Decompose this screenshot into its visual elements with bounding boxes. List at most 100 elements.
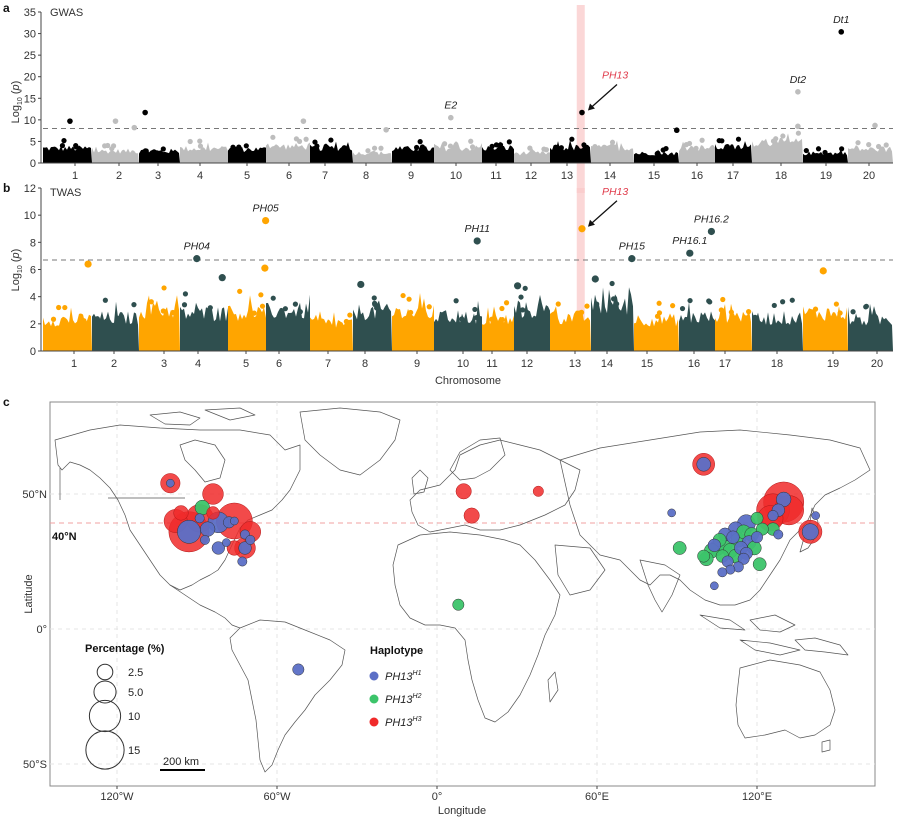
chromosome-block-10 — [434, 300, 482, 351]
snp-point — [56, 304, 62, 311]
snp-point — [148, 299, 154, 305]
tasmania — [821, 739, 831, 753]
map-y-axis-title: Latitude — [23, 574, 35, 613]
snp-point — [771, 302, 777, 309]
haplotype-swatch-h3 — [369, 717, 379, 727]
chromosome-block-5 — [228, 295, 266, 351]
haplotype-bubble-h1 — [237, 556, 248, 567]
snp-point — [114, 315, 120, 321]
snp-point — [670, 303, 676, 309]
haplotype-bubble-h3 — [455, 483, 472, 500]
haplotype-bubble-h1 — [751, 531, 763, 544]
haplotype-bubble-h1 — [726, 530, 740, 544]
chromosome-block-13 — [550, 306, 591, 351]
x-tick-label: 20 — [871, 358, 883, 370]
hudson-bay — [179, 439, 226, 483]
x-tick-label: 16 — [688, 358, 700, 370]
snp-point — [258, 292, 264, 298]
haplotype-bubbles — [160, 453, 823, 676]
haplotype-swatch-h2 — [369, 694, 379, 704]
ph13-highlight-band — [576, 188, 585, 351]
y-tick-label: 10 — [24, 115, 36, 127]
snp-point — [413, 144, 420, 151]
x-tick-label: 6 — [276, 358, 282, 370]
snp-point — [426, 304, 432, 310]
x-tick-label: 15 — [641, 358, 653, 370]
haplotype-bubble-h1 — [801, 523, 819, 541]
snp-point — [343, 318, 349, 325]
gene-label-dt1: Dt1 — [833, 14, 849, 26]
snp-point — [371, 295, 377, 301]
snp-point — [472, 306, 478, 313]
snp-point — [372, 301, 378, 308]
y-tick-label: 5 — [30, 136, 36, 148]
significant-point — [193, 255, 201, 263]
snp-point — [314, 143, 320, 149]
x-tick-label: 10 — [450, 170, 462, 182]
snp-point — [746, 309, 752, 315]
x-tick-label: 8 — [362, 358, 368, 370]
snp-point — [328, 137, 334, 143]
x-tick-label: 6 — [286, 170, 292, 182]
chromosome-block-11 — [482, 306, 514, 351]
chromosome-block-7 — [310, 141, 353, 163]
significant-point — [578, 225, 586, 233]
snp-point — [221, 146, 227, 152]
snp-point — [693, 145, 699, 151]
snp-point — [611, 144, 617, 150]
x-tick-label: 1 — [72, 170, 78, 182]
x-tick-label: 4 — [195, 358, 201, 370]
haplotype-bubble-h1 — [166, 478, 175, 488]
x-tick-label: 15 — [648, 170, 660, 182]
snp-point — [855, 317, 861, 323]
significant-point — [795, 123, 801, 130]
x-tick-label: 2 — [111, 358, 117, 370]
significant-point — [579, 109, 585, 116]
snp-point — [371, 145, 378, 151]
snp-point — [770, 138, 777, 144]
significant-point — [218, 274, 226, 282]
snp-point — [419, 146, 425, 152]
significant-point — [300, 118, 307, 124]
snp-point — [131, 302, 137, 308]
snp-point — [555, 301, 561, 307]
haplotype-bubble-h3 — [173, 505, 189, 521]
snp-point — [506, 139, 512, 145]
haplotype-bubble-h1 — [222, 538, 231, 547]
x-tick-label: 11 — [490, 170, 501, 182]
snp-point — [292, 301, 298, 307]
map-landmasses — [54, 407, 871, 773]
chromosome-block-20 — [848, 145, 893, 163]
snp-point — [707, 299, 713, 305]
scandinavia-outline — [449, 437, 506, 481]
chromosome-block-8 — [353, 300, 392, 351]
snp-point — [807, 309, 813, 315]
snp-point — [609, 280, 615, 287]
gene-label-ph05: PH05 — [252, 203, 278, 215]
chromosome-block-1 — [43, 307, 92, 351]
haplotype-bubble-h3 — [532, 485, 544, 497]
lon-tick-label: 60°E — [585, 791, 609, 803]
haplotype-bubble-h3 — [202, 483, 224, 505]
snp-point — [447, 143, 454, 149]
y-tick-label: 4 — [30, 292, 36, 304]
size-legend-circle — [85, 730, 125, 770]
snp-point — [822, 149, 828, 156]
snp-point — [94, 316, 100, 322]
chromosome-block-9 — [392, 292, 434, 351]
chromosome-block-7 — [310, 311, 353, 351]
chromosome-block-6 — [266, 294, 310, 351]
snp-point — [594, 301, 600, 307]
x-tick-label: 3 — [155, 170, 161, 182]
haplotype-bubble-h1 — [177, 519, 201, 544]
y-tick-label: 2 — [30, 319, 36, 331]
snp-point — [417, 139, 423, 145]
snp-point — [855, 140, 861, 146]
significant-point — [261, 264, 269, 272]
haplotype-bubble-h2 — [697, 549, 711, 563]
haplotype-bubble-h1 — [211, 541, 225, 555]
significant-point — [673, 127, 680, 134]
chromosome-block-9 — [392, 145, 434, 163]
